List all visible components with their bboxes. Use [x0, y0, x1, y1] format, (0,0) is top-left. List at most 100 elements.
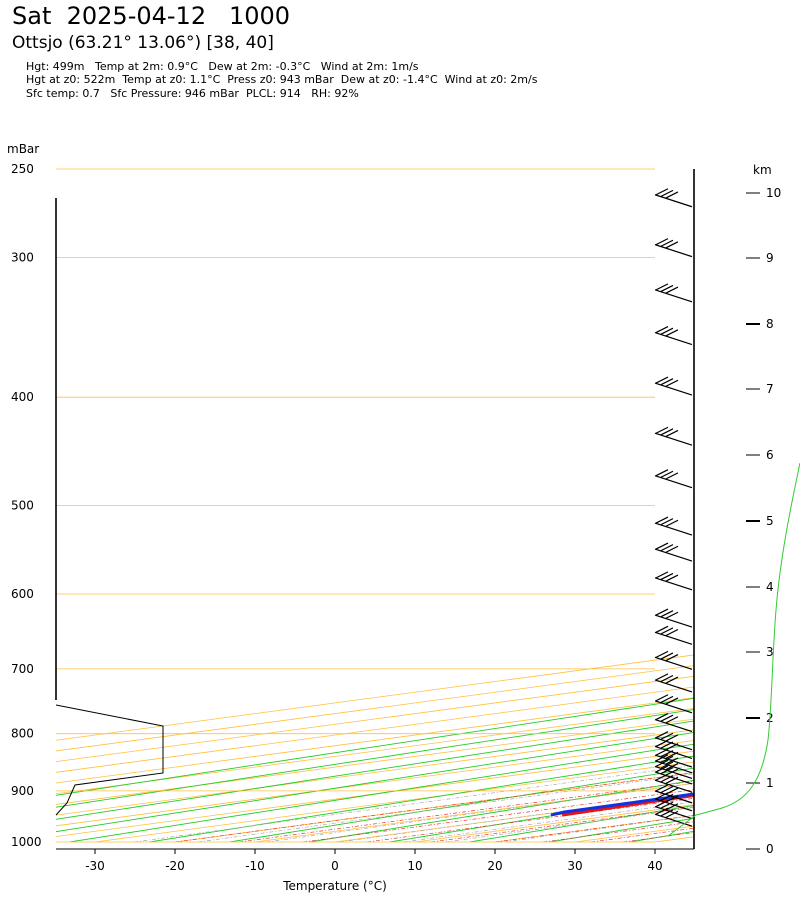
- height-axis-label: km: [753, 163, 772, 177]
- y-tick-label: 800: [11, 727, 34, 741]
- wind-barb-feather: [655, 784, 669, 792]
- wind-barb: [654, 376, 693, 396]
- wind-barb-feather: [655, 673, 669, 681]
- wind-barb-feather: [665, 519, 679, 527]
- wind-barb-feather: [655, 376, 669, 384]
- wind-barb-shaft: [654, 244, 693, 258]
- profile-lines: [550, 792, 694, 817]
- dewpoint-profile-line: [550, 792, 694, 817]
- x-tick-label: -30: [85, 859, 105, 873]
- wind-barb-feather: [655, 754, 669, 762]
- wind-barb: [654, 650, 693, 670]
- wind-barb-feather: [655, 759, 669, 767]
- surface-info-line-2: Hgt at z0: 522m Temp at z0: 1.1°C Press …: [26, 73, 538, 86]
- wind-barb-shaft: [654, 798, 693, 812]
- wind-barb-feather: [665, 716, 679, 724]
- wind-barb-feather: [655, 542, 669, 550]
- y-tick-label: 500: [11, 499, 34, 513]
- wind-barb-feather: [660, 695, 674, 703]
- wind-barb-feather: [665, 574, 679, 582]
- y-tick-label: 250: [11, 162, 34, 176]
- wind-barb-shaft: [654, 779, 693, 793]
- wind-barb-feather: [660, 809, 674, 817]
- wind-barb-feather: [660, 284, 674, 292]
- wind-barb-feather: [665, 241, 679, 249]
- wind-barb-feather: [655, 469, 669, 477]
- wind-barb: [654, 469, 693, 489]
- isotherm-line: [56, 654, 694, 741]
- height-tick-label: 1: [766, 776, 774, 790]
- isotherm-line: [654, 836, 694, 842]
- x-tick-label: 40: [647, 859, 662, 873]
- surface-info-line-1: Hgt: 499m Temp at 2m: 0.9°C Dew at 2m: -…: [26, 60, 419, 73]
- dry-adiabat-line: [710, 169, 800, 842]
- wind-barb-feather: [660, 750, 674, 758]
- wind-barb: [654, 516, 693, 536]
- dry-adiabat-line: [56, 697, 694, 796]
- wind-barb-feather: [660, 674, 674, 683]
- height-profile-curve: [667, 462, 800, 837]
- isotherm-line: [56, 675, 694, 763]
- isotherm-line: [56, 708, 694, 795]
- wind-barb-shaft: [654, 805, 693, 820]
- chart-title: Sat 2025-04-12 1000: [12, 2, 291, 30]
- mixing-ratio-line: [134, 764, 694, 842]
- wind-barb-feather: [660, 801, 674, 809]
- wind-barb: [654, 807, 693, 827]
- x-tick-label: 30: [567, 859, 582, 873]
- wind-barb-feather: [660, 755, 674, 763]
- wind-barb-feather: [660, 572, 674, 580]
- wind-barb-feather: [660, 627, 674, 635]
- dry-adiabat-line: [229, 767, 694, 842]
- mixing-ratio-line: [445, 807, 694, 842]
- wind-barb-feather: [655, 571, 669, 579]
- wind-barb-feather: [665, 810, 679, 818]
- wind-barb-shaft: [654, 194, 693, 208]
- wind-barb-shaft: [654, 577, 693, 591]
- y-axis-label: mBar: [7, 142, 39, 156]
- wind-barb-feather: [665, 472, 679, 480]
- wind-barb-feather: [655, 188, 669, 196]
- wind-barb-feather: [665, 757, 679, 765]
- wind-barb-feather: [665, 654, 679, 662]
- wind-barb-feather: [655, 731, 669, 739]
- location-label: Ottsjo (63.21° 13.06°) [38, 40]: [12, 33, 274, 53]
- wind-barb: [654, 754, 693, 774]
- wind-barb: [654, 713, 693, 733]
- wind-barb-feather: [660, 327, 674, 335]
- wind-barb-feather: [660, 428, 674, 436]
- wind-barb: [654, 571, 693, 591]
- wind-barb: [654, 283, 693, 303]
- wind-barb-feather: [665, 329, 679, 337]
- mixing-ratio-line: [403, 801, 694, 842]
- wind-barb-feather: [665, 286, 679, 294]
- wind-barb-feather: [660, 652, 674, 660]
- wind-barb-feather: [660, 741, 674, 749]
- wind-barb-feather: [655, 326, 669, 334]
- dry-adiabat-line: [69, 743, 694, 842]
- wind-barb-shaft: [654, 548, 693, 562]
- wind-barb: [654, 694, 693, 714]
- wind-barb-feather: [665, 776, 679, 784]
- wind-barb-shaft: [654, 760, 693, 774]
- wind-barb-shaft: [654, 718, 693, 733]
- x-tick-label: 0: [331, 859, 339, 873]
- y-tick-label: 600: [11, 587, 34, 601]
- wind-barb-feather: [665, 545, 679, 553]
- isotherm-line: [56, 718, 694, 805]
- wind-barb-feather: [665, 743, 679, 751]
- dry-adiabat-line: [56, 720, 694, 820]
- wind-barb-feather: [655, 426, 669, 434]
- wind-barb: [654, 759, 693, 779]
- wind-barb-feather: [665, 734, 679, 742]
- wind-barb-feather: [665, 697, 679, 705]
- mixing-ratio-line: [266, 782, 694, 842]
- wind-barb-shaft: [654, 790, 693, 804]
- wind-barb-feather: [665, 763, 679, 771]
- y-tick-label: 400: [11, 390, 34, 404]
- wind-barb: [654, 238, 693, 258]
- y-tick-label: 700: [11, 662, 34, 676]
- wind-barb-feather: [660, 767, 674, 775]
